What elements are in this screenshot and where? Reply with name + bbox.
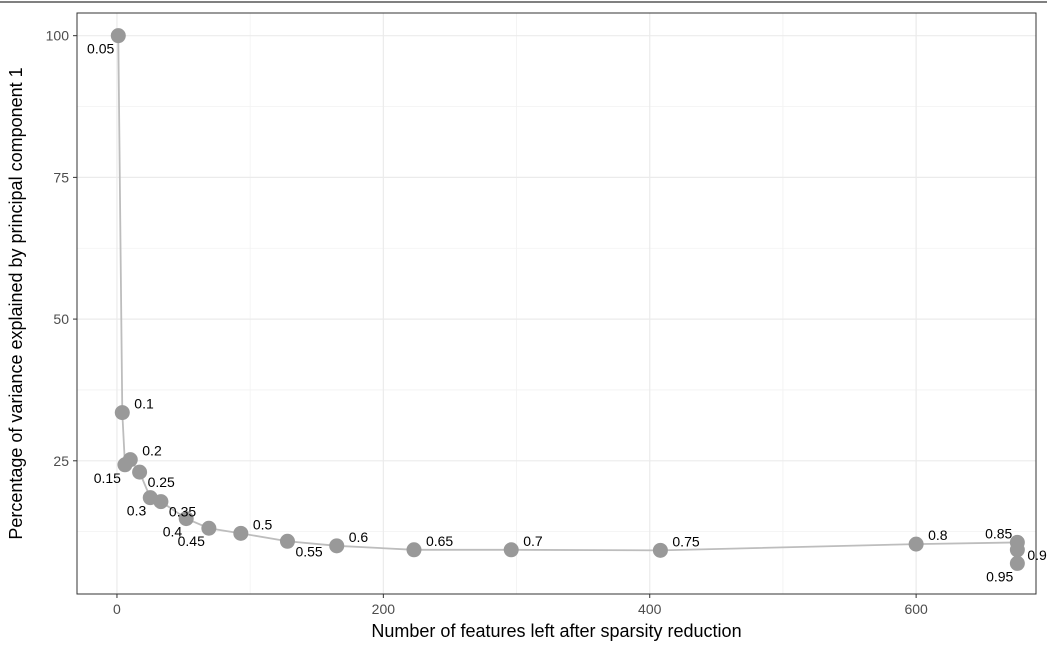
data-point bbox=[1010, 542, 1025, 557]
data-point bbox=[153, 494, 168, 509]
x-tick-label: 600 bbox=[904, 601, 928, 617]
y-tick-label: 75 bbox=[53, 169, 69, 185]
panel-border bbox=[77, 13, 1036, 594]
x-tick-label: 400 bbox=[638, 601, 662, 617]
x-tick-label: 0 bbox=[113, 601, 121, 617]
data-point bbox=[653, 543, 668, 558]
data-point bbox=[909, 537, 924, 552]
x-axis-title: Number of features left after sparsity r… bbox=[371, 621, 741, 641]
point-layer bbox=[111, 28, 1025, 571]
point-label: 0.05 bbox=[87, 41, 114, 57]
y-axis-title: Percentage of variance explained by prin… bbox=[6, 67, 26, 539]
point-label: 0.9 bbox=[1027, 547, 1047, 563]
grid bbox=[77, 13, 1036, 594]
y-tick-label: 25 bbox=[53, 453, 69, 469]
point-label: 0.6 bbox=[349, 529, 369, 545]
y-tick-label: 50 bbox=[53, 311, 69, 327]
point-label: 0.7 bbox=[523, 533, 543, 549]
x-tick-label: 200 bbox=[372, 601, 396, 617]
point-label: 0.45 bbox=[178, 533, 205, 549]
point-label: 0.75 bbox=[672, 533, 699, 549]
point-label: 0.65 bbox=[426, 533, 453, 549]
point-label: 0.85 bbox=[985, 525, 1012, 541]
data-point bbox=[132, 465, 147, 480]
point-label: 0.1 bbox=[134, 396, 154, 412]
data-point bbox=[233, 526, 248, 541]
point-label: 0.2 bbox=[142, 443, 162, 459]
point-label: 0.35 bbox=[169, 504, 196, 520]
y-tick-label: 100 bbox=[46, 28, 70, 44]
data-point bbox=[329, 538, 344, 553]
point-label: 0.25 bbox=[148, 474, 175, 490]
data-point bbox=[123, 452, 138, 467]
label-layer: 0.050.10.150.20.250.3 0.350.40.450.50.550… bbox=[87, 41, 1047, 585]
point-label: 0.3 bbox=[127, 503, 147, 519]
data-point bbox=[504, 542, 519, 557]
point-label: 0.8 bbox=[928, 527, 948, 543]
point-label: 0.15 bbox=[94, 470, 121, 486]
point-label: 0.95 bbox=[986, 568, 1013, 584]
data-point bbox=[406, 542, 421, 557]
data-point bbox=[115, 405, 130, 420]
point-label: 0.5 bbox=[253, 516, 273, 532]
point-label: 0.55 bbox=[295, 543, 322, 559]
data-point bbox=[280, 534, 295, 549]
line-layer bbox=[118, 36, 1017, 564]
series-line bbox=[118, 36, 1017, 564]
